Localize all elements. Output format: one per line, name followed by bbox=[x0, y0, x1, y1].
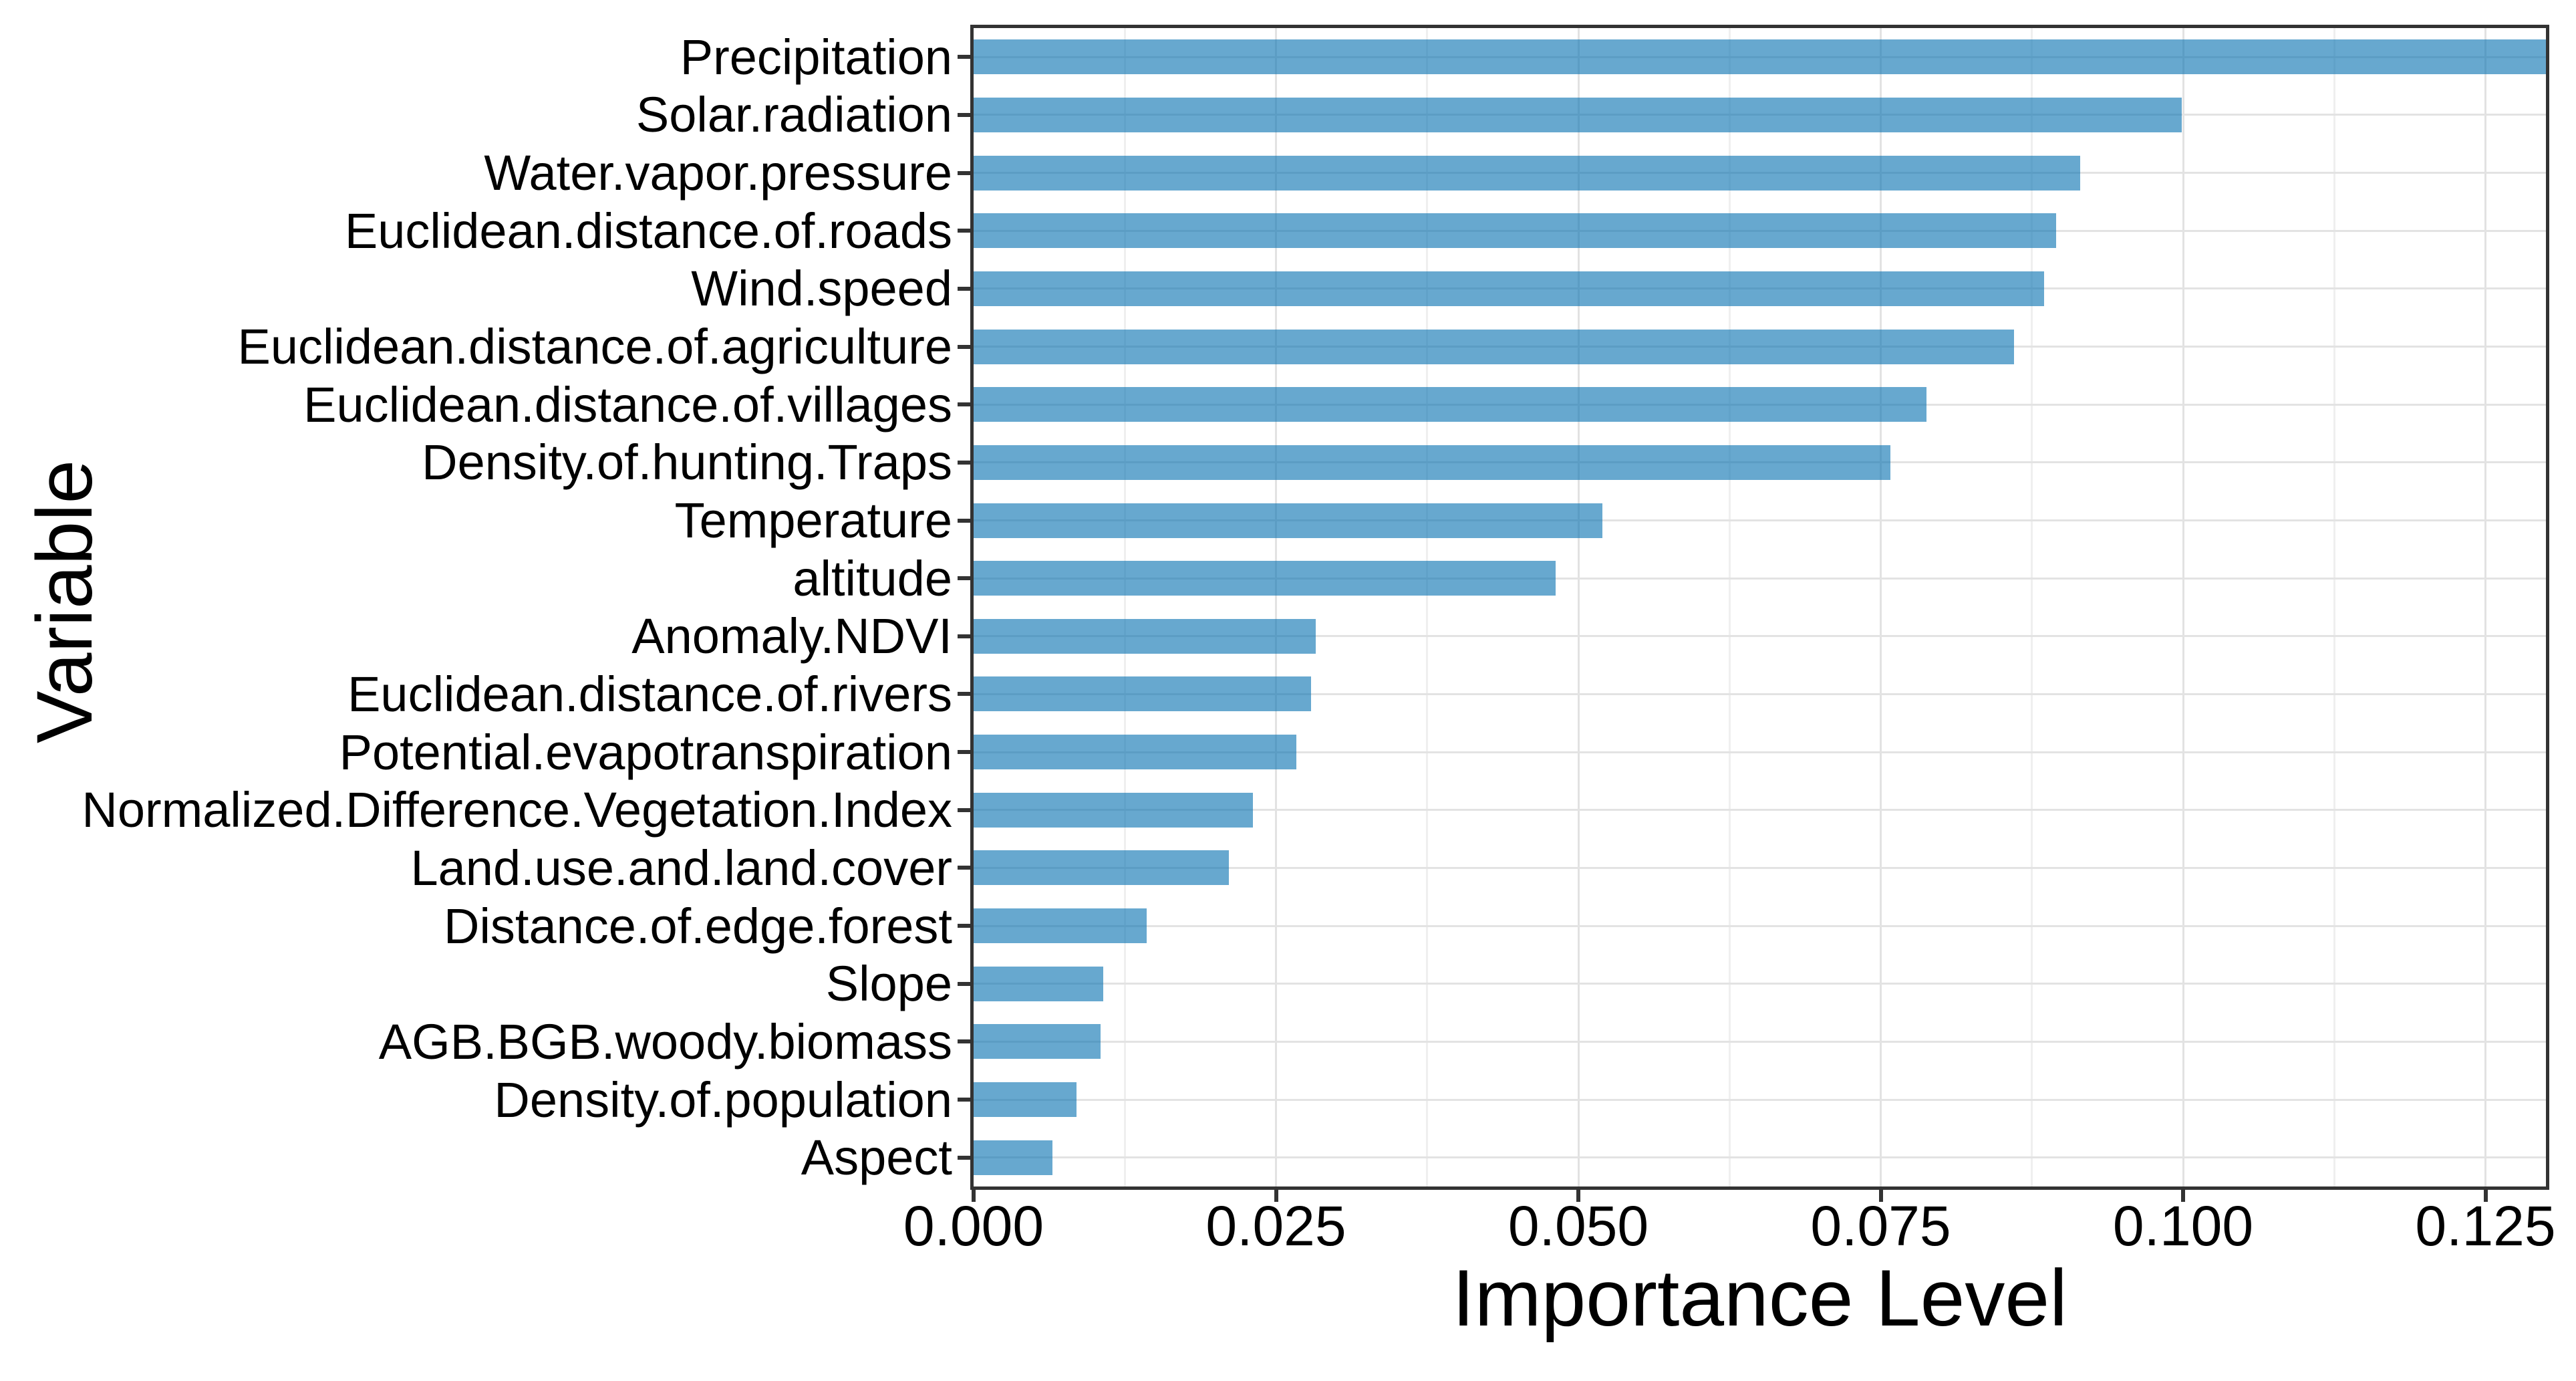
bar bbox=[974, 735, 1297, 770]
bar bbox=[974, 503, 1603, 538]
bar bbox=[974, 155, 2081, 191]
y-tick-label: Normalized.Difference.Vegetation.Index bbox=[82, 782, 952, 838]
x-tick-mark bbox=[1576, 1190, 1580, 1202]
h-gridline bbox=[974, 577, 2546, 580]
y-tick-mark bbox=[958, 1098, 971, 1102]
bar bbox=[974, 676, 1311, 712]
y-tick-label: Euclidean.distance.of.villages bbox=[303, 376, 952, 432]
h-gridline bbox=[974, 983, 2546, 985]
v-gridline-minor bbox=[2031, 28, 2033, 1186]
bar bbox=[974, 561, 1556, 596]
bar bbox=[974, 445, 1890, 480]
y-tick-label: Temperature bbox=[674, 493, 952, 548]
bar bbox=[974, 850, 1229, 886]
h-gridline bbox=[974, 1156, 2546, 1159]
x-axis-title: Importance Level bbox=[1452, 1253, 2067, 1343]
y-tick-mark bbox=[958, 518, 971, 523]
bar bbox=[974, 792, 1254, 828]
y-tick-mark bbox=[958, 286, 971, 291]
v-gridline-major bbox=[2484, 28, 2486, 1186]
y-tick-label: Aspect bbox=[801, 1130, 952, 1186]
x-tick-label: 0.075 bbox=[1810, 1195, 1951, 1257]
v-gridline-major bbox=[1577, 28, 1580, 1186]
bar bbox=[974, 1082, 1077, 1118]
x-tick-mark bbox=[2483, 1190, 2488, 1202]
y-tick-mark bbox=[958, 112, 971, 117]
x-tick-mark bbox=[1274, 1190, 1278, 1202]
plot-panel bbox=[974, 28, 2546, 1186]
y-tick-mark bbox=[958, 460, 971, 465]
x-tick-mark bbox=[1878, 1190, 1883, 1202]
y-tick-mark bbox=[958, 1039, 971, 1044]
x-tick-mark bbox=[2181, 1190, 2185, 1202]
y-tick-label: Density.of.hunting.Traps bbox=[422, 434, 952, 491]
h-gridline bbox=[974, 635, 2546, 638]
y-tick-label: altitude bbox=[793, 550, 952, 606]
bar bbox=[974, 966, 1103, 1001]
y-tick-label: Euclidean.distance.of.agriculture bbox=[237, 319, 952, 375]
bar bbox=[974, 618, 1316, 654]
y-tick-mark bbox=[958, 344, 971, 349]
y-tick-label: Euclidean.distance.of.rivers bbox=[347, 666, 952, 722]
bar bbox=[974, 213, 2056, 249]
h-gridline bbox=[974, 519, 2546, 522]
y-tick-label: Precipitation bbox=[680, 29, 952, 85]
v-gridline-major bbox=[1275, 28, 1277, 1186]
y-tick-label: Euclidean.distance.of.roads bbox=[344, 203, 952, 259]
bar bbox=[974, 1140, 1052, 1175]
y-tick-mark bbox=[958, 576, 971, 581]
bar bbox=[974, 97, 2182, 132]
y-tick-mark bbox=[958, 750, 971, 755]
y-tick-mark bbox=[958, 807, 971, 812]
v-gridline-major bbox=[2182, 28, 2184, 1186]
bars-layer bbox=[974, 28, 2546, 1186]
y-tick-label: Land.use.and.land.cover bbox=[410, 840, 953, 896]
bar bbox=[974, 329, 2014, 364]
x-tick-mark bbox=[972, 1190, 976, 1202]
h-gridline bbox=[974, 866, 2546, 869]
y-tick-label: Distance.of.edge.forest bbox=[444, 898, 952, 954]
v-gridline-minor bbox=[1728, 28, 1731, 1186]
y-tick-mark bbox=[958, 170, 971, 175]
y-tick-mark bbox=[958, 981, 971, 986]
y-tick-mark bbox=[958, 924, 971, 928]
y-tick-label: Density.of.population bbox=[494, 1072, 952, 1128]
bar bbox=[974, 271, 2044, 306]
x-tick-label: 0.025 bbox=[1205, 1195, 1346, 1257]
y-tick-label: Potential.evapotranspiration bbox=[339, 724, 952, 780]
bar bbox=[974, 39, 2546, 75]
y-tick-label: Slope bbox=[825, 956, 952, 1012]
h-gridline bbox=[974, 693, 2546, 695]
bar bbox=[974, 387, 1927, 422]
y-tick-label: Water.vapor.pressure bbox=[484, 145, 952, 201]
v-gridline-minor bbox=[1426, 28, 1429, 1186]
h-gridline bbox=[974, 1040, 2546, 1043]
v-gridline-minor bbox=[2333, 28, 2335, 1186]
y-tick-mark bbox=[958, 229, 971, 233]
y-tick-label: Solar.radiation bbox=[635, 87, 952, 143]
y-tick-label: AGB.BGB.woody.biomass bbox=[378, 1013, 952, 1070]
y-tick-mark bbox=[958, 1155, 971, 1160]
h-gridline bbox=[974, 924, 2546, 927]
v-gridline-minor bbox=[1123, 28, 1126, 1186]
bar bbox=[974, 1024, 1101, 1059]
x-tick-label: 0.125 bbox=[2415, 1195, 2556, 1257]
y-tick-label: Anomaly.NDVI bbox=[631, 608, 952, 664]
bar bbox=[974, 908, 1147, 944]
x-tick-label: 0.000 bbox=[903, 1195, 1044, 1257]
v-gridline-major bbox=[1880, 28, 1882, 1186]
h-gridline bbox=[974, 809, 2546, 811]
y-tick-label: Wind.speed bbox=[691, 261, 952, 317]
y-tick-mark bbox=[958, 866, 971, 870]
y-tick-mark bbox=[958, 402, 971, 407]
h-gridline bbox=[974, 751, 2546, 753]
y-tick-mark bbox=[958, 634, 971, 638]
h-gridline bbox=[974, 1098, 2546, 1101]
x-tick-label: 0.100 bbox=[2112, 1195, 2254, 1257]
x-tick-label: 0.050 bbox=[1508, 1195, 1649, 1257]
y-tick-mark bbox=[958, 55, 971, 59]
y-tick-mark bbox=[958, 692, 971, 697]
